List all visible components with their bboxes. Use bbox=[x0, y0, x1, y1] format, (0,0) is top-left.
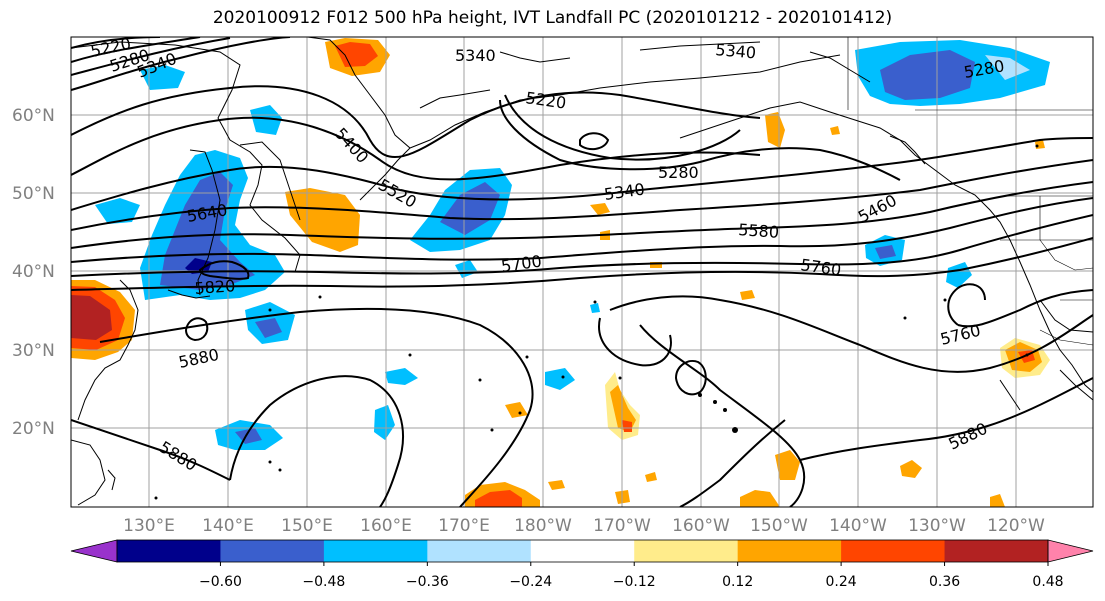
ivt-shading bbox=[71, 38, 1050, 507]
colorbar-segment bbox=[634, 540, 739, 562]
colorbar-segment bbox=[530, 540, 635, 562]
lon-label: 150°E bbox=[281, 516, 333, 536]
colorbar-segment bbox=[737, 540, 842, 562]
colorbar-segment bbox=[220, 540, 325, 562]
map-title: 2020100912 F012 500 hPa height, IVT Land… bbox=[212, 8, 893, 28]
lon-label: 180°W bbox=[514, 516, 572, 536]
colorbar-frame bbox=[116, 539, 1049, 563]
islands bbox=[154, 144, 1039, 500]
colorbar-segment bbox=[944, 540, 1049, 562]
map-frame bbox=[70, 36, 1094, 508]
borders bbox=[847, 37, 1093, 346]
lat-label: 50°N bbox=[12, 184, 55, 204]
lat-label: 20°N bbox=[12, 419, 55, 439]
colorbar-tick-label: 0.36 bbox=[929, 574, 960, 590]
lon-label: 140°E bbox=[202, 516, 254, 536]
colorbar-tick-label: 0.48 bbox=[1032, 574, 1063, 590]
colorbar-tick-label: 0.12 bbox=[722, 574, 753, 590]
lon-label: 150°W bbox=[750, 516, 808, 536]
lon-label: 160°E bbox=[360, 516, 412, 536]
contour-label: 5280 bbox=[658, 163, 699, 182]
lat-label: 60°N bbox=[12, 106, 55, 126]
contour-label: 5340 bbox=[455, 46, 496, 65]
latitude-labels: 60°N 50°N 40°N 30°N 20°N bbox=[12, 106, 55, 439]
lat-label: 40°N bbox=[12, 262, 55, 282]
lon-label: 140°W bbox=[829, 516, 887, 536]
colorbar-tick-label: −0.48 bbox=[302, 574, 345, 590]
contour-label: 5340 bbox=[715, 40, 757, 62]
colorbar-tick-label: −0.12 bbox=[613, 574, 656, 590]
colorbar-segment bbox=[117, 540, 221, 562]
contour-label: 5580 bbox=[738, 220, 780, 242]
colorbar: −0.60 −0.48 −0.36 −0.24 −0.12 0.12 0.24 0.36 0.4… bbox=[70, 539, 1094, 590]
colorbar-segment bbox=[323, 540, 428, 562]
lat-label: 30°N bbox=[12, 341, 55, 361]
colorbar-tick-label: −0.60 bbox=[199, 574, 242, 590]
colorbar-segment bbox=[427, 540, 532, 562]
colorbar-tick-label: 0.24 bbox=[826, 574, 857, 590]
colorbar-left-arrow bbox=[70, 539, 118, 563]
colorbar-tick-label: −0.36 bbox=[406, 574, 449, 590]
height-contours bbox=[71, 37, 1093, 507]
lon-label: 170°W bbox=[593, 516, 651, 536]
lon-label: 130°W bbox=[908, 516, 966, 536]
colorbar-tick-label: −0.24 bbox=[509, 574, 552, 590]
lon-label: 130°E bbox=[123, 516, 175, 536]
contour-label: 5820 bbox=[194, 276, 236, 298]
lon-label: 170°E bbox=[438, 516, 490, 536]
coastlines bbox=[71, 37, 1093, 506]
colorbar-segment bbox=[841, 540, 946, 562]
lon-label: 120°W bbox=[987, 516, 1045, 536]
colorbar-right-arrow bbox=[1047, 539, 1094, 563]
longitude-labels: 130°E 140°E 150°E 160°E 170°E 180°W 170°… bbox=[123, 516, 1045, 536]
lon-label: 160°W bbox=[672, 516, 730, 536]
